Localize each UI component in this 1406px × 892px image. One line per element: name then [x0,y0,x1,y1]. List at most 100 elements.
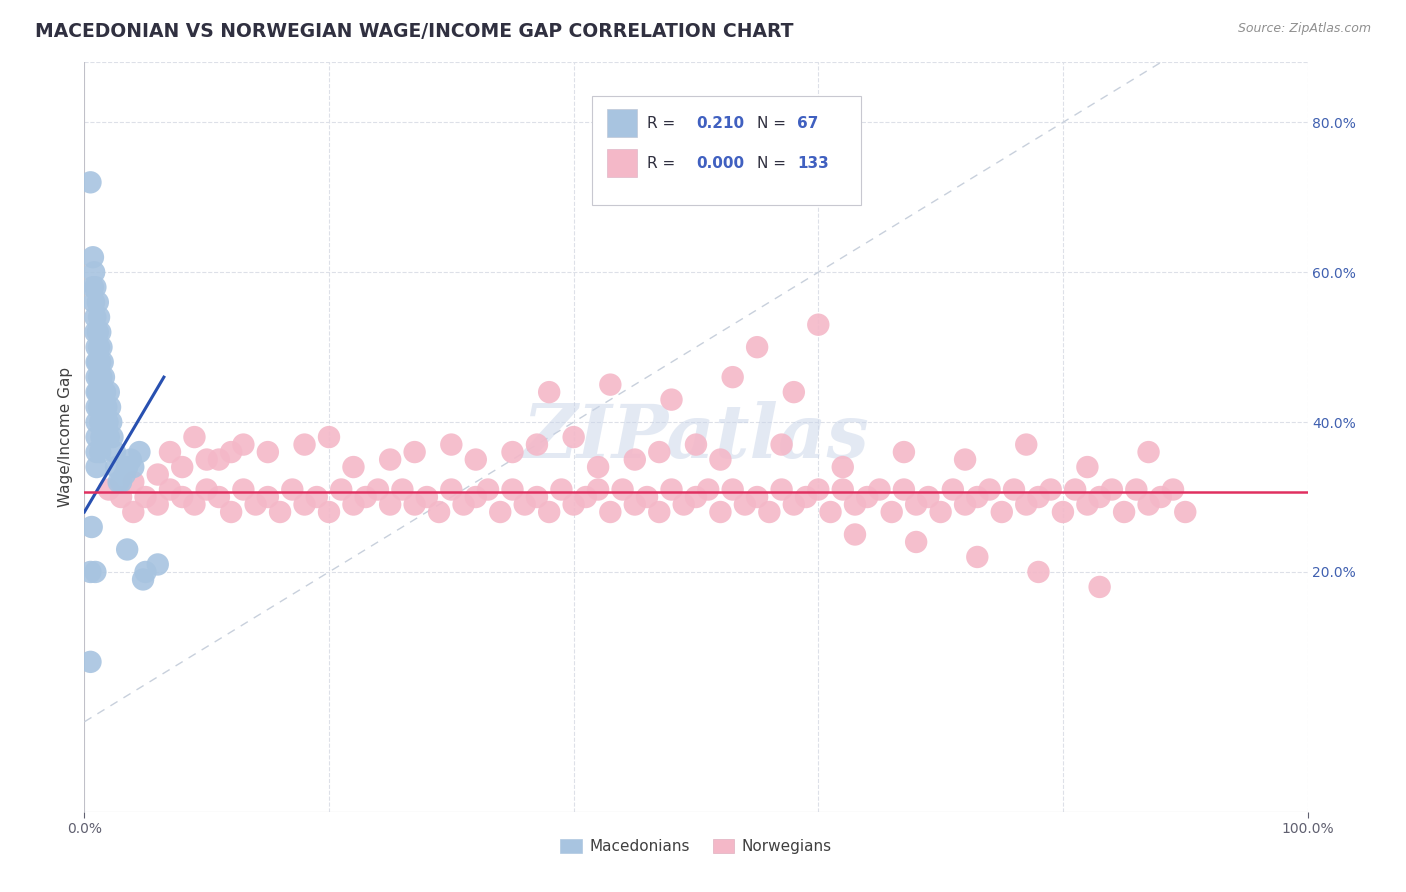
Point [416,490,439,504]
Point [86,460,108,475]
FancyBboxPatch shape [606,109,637,137]
Point [562,430,585,444]
Legend: Macedonians, Norwegians: Macedonians, Norwegians [554,832,838,860]
Point [427,505,450,519]
Point [83,295,105,310]
Point [721,483,744,497]
Point [831,460,853,475]
Point [97,483,120,497]
Point [84,310,107,325]
Point [90,340,112,354]
Point [697,483,720,497]
Point [208,490,231,504]
Point [219,505,242,519]
Point [105,460,128,475]
Point [1064,483,1087,497]
Point [1002,483,1025,497]
Point [86,355,108,369]
Point [122,505,145,519]
Point [807,483,830,497]
Point [929,505,952,519]
Point [526,437,548,451]
Point [87,310,110,325]
Point [159,445,181,459]
Point [905,498,928,512]
Point [880,505,903,519]
Point [86,415,108,429]
FancyBboxPatch shape [592,96,860,205]
Text: N =: N = [758,116,786,130]
Point [330,483,353,497]
Point [219,445,242,459]
Point [115,542,138,557]
Point [685,437,707,451]
Point [709,505,731,519]
Point [86,370,108,384]
Point [132,573,155,587]
Point [1052,505,1074,519]
Point [905,535,928,549]
Point [1114,505,1136,519]
Point [122,460,145,475]
Point [721,370,744,384]
Point [146,467,169,482]
Point [966,549,988,564]
Point [1076,498,1098,512]
Point [538,385,561,400]
Point [86,340,108,354]
Point [84,280,107,294]
Point [91,385,114,400]
Point [807,318,830,332]
Point [257,490,280,504]
Point [110,490,132,504]
Point [79,655,101,669]
Point [84,565,107,579]
Point [575,490,598,504]
Point [86,400,108,414]
FancyBboxPatch shape [606,149,637,178]
Point [100,415,122,429]
Text: 67: 67 [797,116,818,130]
Point [96,400,118,414]
Point [685,490,707,504]
Point [404,445,426,459]
Point [91,355,114,369]
Point [758,505,780,519]
Point [661,392,683,407]
Point [953,498,976,512]
Point [342,498,364,512]
Text: N =: N = [758,156,786,171]
Point [1101,483,1123,497]
Point [89,415,111,429]
Point [391,483,413,497]
Point [89,445,111,459]
Point [1028,490,1050,504]
Point [281,483,304,497]
Point [893,445,915,459]
Point [135,565,157,579]
Point [86,445,108,459]
Y-axis label: Wage/Income Gap: Wage/Income Gap [58,367,73,508]
Point [232,483,254,497]
Point [93,430,115,444]
Point [128,445,150,459]
Point [257,445,280,459]
Point [342,460,364,475]
Point [98,400,121,414]
Point [380,452,402,467]
Point [294,498,316,512]
Point [232,437,254,451]
Point [586,483,609,497]
Point [159,483,181,497]
Point [953,452,976,467]
Point [917,490,939,504]
Point [709,452,731,467]
Point [91,415,114,429]
Point [120,452,142,467]
Point [94,385,117,400]
Point [747,340,769,354]
Point [114,467,136,482]
Point [79,565,101,579]
Point [380,498,402,512]
Point [97,385,120,400]
